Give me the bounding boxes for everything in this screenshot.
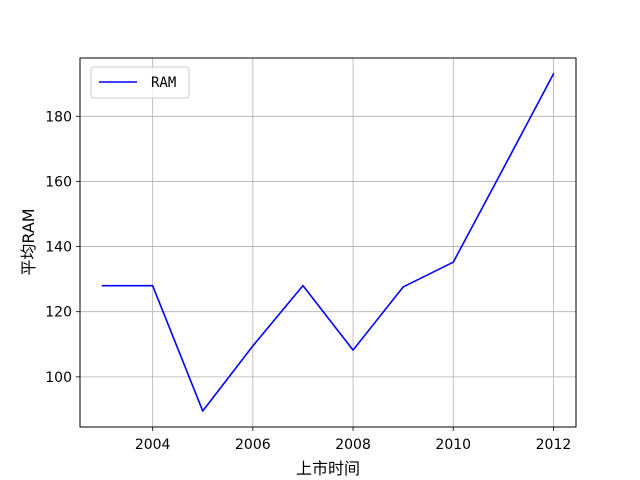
- series-layer: [101, 72, 555, 412]
- legend-label-ram: RAM: [151, 75, 176, 91]
- legend-box: [90, 66, 190, 99]
- y-tick-label: 120: [45, 305, 72, 321]
- y-tick-label: 140: [45, 240, 72, 256]
- y-axis-label: 平均RAM: [19, 208, 38, 275]
- axis-ticks: 2004 2006 2008 2010 2012 100 120 140 160 180: [45, 109, 571, 453]
- x-axis-label: 上市时间: [296, 459, 360, 478]
- y-tick-label: 160: [45, 174, 72, 190]
- x-tick-label: 2006: [235, 437, 271, 453]
- grid: [80, 58, 576, 427]
- plot-area-frame: [79, 57, 577, 428]
- y-tick-label: 180: [45, 109, 72, 125]
- x-tick-label: 2010: [435, 437, 471, 453]
- x-tick-label: 2012: [536, 437, 572, 453]
- x-tick-label: 2008: [335, 437, 371, 453]
- legend: RAM: [90, 66, 190, 99]
- x-tick-label: 2004: [135, 437, 171, 453]
- series-line-ram: [101, 72, 555, 412]
- y-tick-label: 100: [45, 370, 72, 386]
